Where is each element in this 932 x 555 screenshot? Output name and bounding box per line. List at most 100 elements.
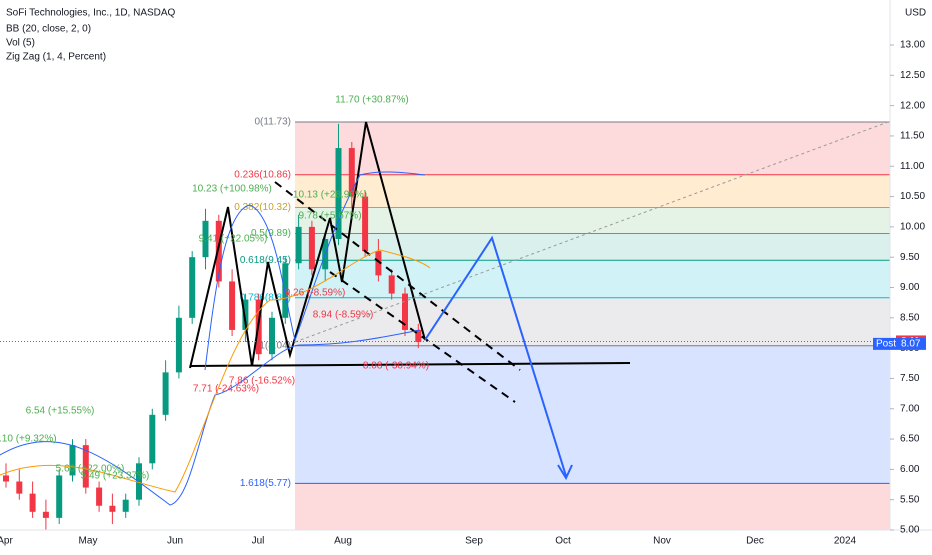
fib-label: 0.382(10.32) bbox=[234, 202, 291, 213]
candle-body bbox=[175, 317, 182, 373]
post-price-label: 8.07 bbox=[901, 339, 921, 350]
y-tick-label: 5.00 bbox=[900, 525, 920, 536]
candle-body bbox=[308, 226, 315, 270]
candle-body bbox=[16, 481, 23, 494]
candle-body bbox=[402, 293, 408, 330]
x-tick-label: Dec bbox=[746, 536, 764, 547]
x-tick-label: Nov bbox=[653, 536, 671, 547]
fib-label: 0(11.73) bbox=[254, 117, 291, 128]
x-tick-label: Sep bbox=[465, 536, 483, 547]
candle-body bbox=[348, 148, 355, 197]
zigzag-label: 9.26 (-8.59%) bbox=[285, 288, 346, 299]
projection-arrow bbox=[424, 235, 567, 477]
post-name: Post bbox=[876, 339, 896, 350]
candle-body bbox=[56, 475, 63, 518]
x-tick-label: May bbox=[79, 536, 98, 547]
axis-labels: 13.00 12.50 12.00 11.50 11.00 10.50 10.00 9.50 9… bbox=[0, 40, 926, 547]
fib-band bbox=[295, 297, 890, 346]
fib-label: 0.618(9.45) bbox=[240, 255, 291, 266]
bollinger-band bbox=[204, 171, 426, 371]
candle-body bbox=[29, 493, 36, 512]
y-tick-label: 8.50 bbox=[900, 312, 920, 323]
y-tick-label: 11.00 bbox=[900, 161, 925, 172]
price-axis bbox=[890, 0, 932, 550]
y-tick-label: 6.50 bbox=[900, 434, 920, 445]
y-tick-label: 7.50 bbox=[900, 373, 920, 384]
candle-body bbox=[96, 487, 103, 506]
y-tick-label: 12.00 bbox=[900, 100, 925, 111]
fib-band bbox=[295, 260, 890, 298]
fib-band bbox=[295, 174, 890, 208]
candle-body bbox=[295, 226, 302, 264]
fib-label: 0.236(10.86) bbox=[234, 169, 291, 180]
y-tick-label: 5.50 bbox=[900, 494, 920, 505]
post-price-tag bbox=[873, 337, 926, 350]
zigzag-label: 8.94 (-8.59%) bbox=[313, 310, 374, 321]
fib-label: 0.5(9.89) bbox=[251, 228, 291, 239]
y-tick-label: 10.00 bbox=[900, 222, 925, 233]
candle-body bbox=[189, 257, 196, 318]
fib-band bbox=[295, 121, 890, 175]
x-tick-label: Aug bbox=[334, 536, 352, 547]
zigzag-label: 6.10 (+9.32%) bbox=[0, 434, 57, 445]
candle-body bbox=[122, 499, 129, 512]
fib-retracement: 0(11.73) 0.236(10.86) 0.382(10.32) 0.5(9.89… bbox=[234, 117, 890, 530]
y-tick-label: 13.00 bbox=[900, 40, 925, 51]
candle-body bbox=[162, 372, 169, 415]
candle-body bbox=[215, 220, 222, 282]
y-tick-label: 12.50 bbox=[900, 70, 925, 81]
zigzag-label: 9.78 (+5.67%) bbox=[298, 211, 361, 222]
zigzag-label: 10.13 (+28.96%) bbox=[293, 190, 367, 201]
symbol-title: SoFi Technologies, Inc., 1D, NASDAQ bbox=[6, 8, 176, 19]
x-tick-label: Jun bbox=[167, 536, 183, 547]
candle-body bbox=[415, 329, 422, 343]
currency: USD bbox=[905, 8, 926, 19]
y-tick-label: 9.50 bbox=[900, 252, 920, 263]
y-tick-label: 10.50 bbox=[900, 191, 925, 202]
zigzag-label: 6.54 (+15.55%) bbox=[26, 406, 95, 417]
candle-body bbox=[375, 251, 382, 276]
zigzag-label: 7.86 (-16.52%) bbox=[229, 376, 295, 387]
y-tick-label: 9.00 bbox=[900, 282, 920, 293]
x-tick-label: Oct bbox=[555, 536, 571, 547]
bollinger-basis bbox=[0, 249, 431, 493]
zigzag-pattern bbox=[189, 121, 426, 369]
x-tick-label: Apr bbox=[0, 536, 13, 547]
trend-line bbox=[274, 181, 521, 371]
indicator: Zig Zag (1, 4, Percent) bbox=[6, 52, 106, 63]
zigzag-label: 9.41 (+22.05%) bbox=[199, 234, 268, 245]
candle-body bbox=[388, 275, 395, 294]
zigzag-label: 5.49 (+23.37%) bbox=[81, 471, 150, 482]
candle-body bbox=[82, 445, 89, 488]
candle-body bbox=[42, 511, 49, 518]
zigzag-label: 11.70 (+30.87%) bbox=[335, 95, 408, 106]
y-tick-label: 6.00 bbox=[900, 464, 920, 475]
fib-band bbox=[295, 345, 890, 484]
candle-body bbox=[335, 148, 342, 239]
y-tick-label: 11.50 bbox=[900, 131, 925, 142]
candle-body bbox=[202, 220, 209, 258]
fib-band bbox=[295, 233, 890, 261]
x-tick-label: 2024 bbox=[834, 536, 857, 547]
y-tick-label: 7.00 bbox=[900, 403, 920, 414]
candle-body bbox=[229, 281, 236, 330]
candle-body bbox=[282, 263, 289, 318]
candle-body bbox=[3, 475, 9, 482]
indicator: BB (20, close, 2, 0) bbox=[6, 24, 91, 35]
zigzag-label: 5.60 (+22.00%) bbox=[56, 464, 125, 475]
candle-body bbox=[109, 505, 116, 512]
zigzag-labels: 11.70 (+30.87%) 10.23 (+100.98%) 10.13 (+2… bbox=[0, 95, 429, 482]
zigzag-label: 10.23 (+100.98%) bbox=[192, 184, 272, 195]
fib-label: 0.786(8.83) bbox=[240, 292, 291, 303]
fib-label: 1(8.04) bbox=[259, 340, 291, 351]
arrow-head bbox=[557, 464, 573, 481]
candle-body bbox=[242, 299, 249, 330]
zigzag-label: 7.71 (-24.63%) bbox=[193, 384, 259, 395]
fib-band bbox=[295, 207, 890, 234]
fib-label: 1.618(5.77) bbox=[240, 478, 291, 489]
candle-body bbox=[69, 445, 76, 476]
fib-band bbox=[295, 483, 890, 530]
candle-body bbox=[362, 196, 369, 252]
